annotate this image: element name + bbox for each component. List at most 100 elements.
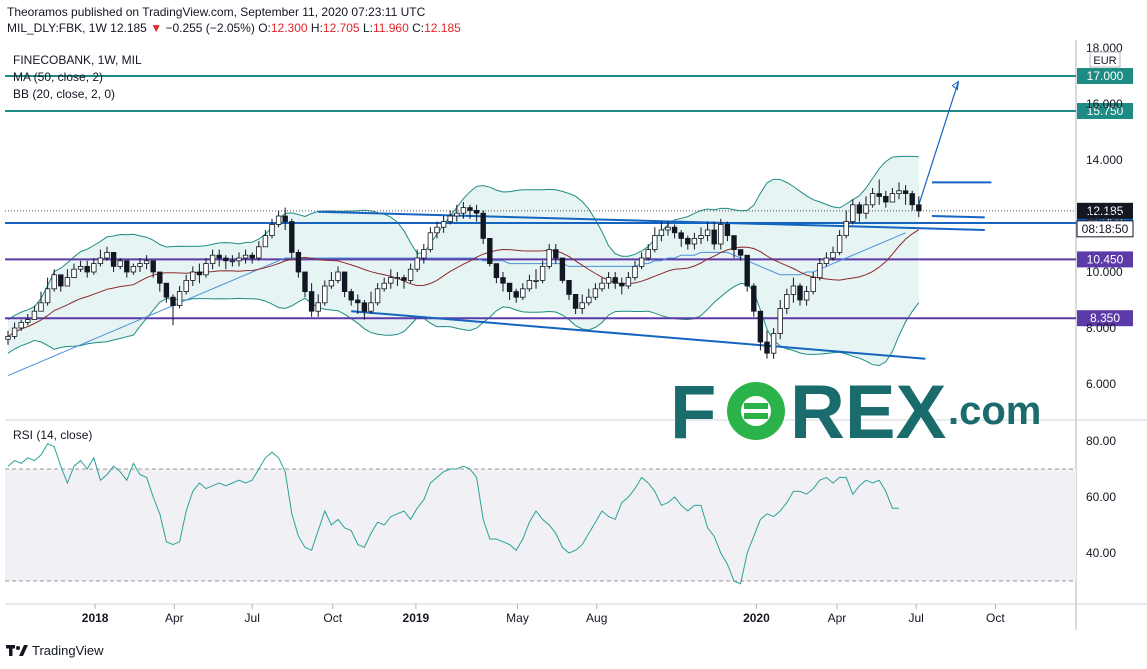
candle-body: [691, 237, 698, 245]
legend-bb[interactable]: BB (20, close, 2, 0): [13, 87, 116, 101]
candle-body: [652, 235, 658, 251]
forex-logo-rex: REX: [790, 374, 947, 444]
candle-body: [592, 288, 599, 298]
candle-body: [869, 193, 876, 206]
candle-body: [401, 277, 407, 281]
candle-body: [546, 249, 552, 267]
candle-body: [38, 302, 44, 312]
legend-rsi[interactable]: RSI (14, close): [13, 428, 93, 442]
publish-info: Theoramos published on TradingView.com, …: [7, 5, 426, 19]
forex-logo: F REX .com: [670, 374, 1041, 444]
candle-body: [97, 257, 104, 264]
candle-body: [117, 260, 123, 267]
candle-body: [440, 221, 447, 228]
candle-body: [130, 265, 137, 273]
rsi-line: [7, 443, 899, 585]
level-label: 8.350: [1090, 311, 1120, 325]
time-tick: May: [506, 611, 529, 625]
axes: 6.0008.00010.00012.00014.00016.00018.000…: [82, 41, 1123, 625]
level-label: 10.450: [1087, 252, 1124, 266]
rsi-band-fill: [5, 469, 1076, 581]
forex-logo-o-hole: [741, 396, 771, 426]
candle-body: [44, 288, 51, 304]
candle-body: [157, 271, 163, 284]
candle-body: [916, 204, 922, 212]
candle-body: [374, 288, 381, 304]
candle-body: [784, 293, 790, 309]
candle-body: [11, 327, 18, 337]
countdown-label: 08:18:50: [1082, 222, 1129, 236]
candle-body: [619, 282, 625, 287]
candle-body: [658, 229, 665, 236]
time-tick: Oct: [986, 611, 1005, 625]
candle-body: [625, 277, 632, 287]
bollinger-bands: [7, 155, 920, 367]
candle-body: [850, 204, 856, 223]
candle-body: [612, 277, 618, 284]
candle-body: [361, 302, 368, 312]
time-tick: Jul: [245, 611, 260, 625]
price-tick: 12.000: [1086, 209, 1123, 223]
price-change: −0.255 (−2.05%): [165, 21, 255, 35]
candle-body: [5, 335, 11, 340]
candle-body: [757, 310, 764, 343]
candle-body: [559, 257, 566, 281]
legend-ma[interactable]: MA (50, close, 2): [13, 70, 104, 84]
candle-body: [605, 277, 612, 284]
rsi-tick: 60.00: [1086, 490, 1116, 504]
level-tag: [1077, 68, 1133, 84]
candle-body: [25, 319, 31, 323]
candle-body: [394, 277, 401, 280]
candle-body: [487, 237, 493, 264]
down-arrow-icon: ▼: [150, 21, 163, 35]
candle-body: [632, 265, 638, 278]
high-label: H:: [310, 21, 323, 35]
trendlines: [318, 80, 992, 360]
legend-title[interactable]: FINECOBANK, 1W, MIL: [13, 53, 142, 67]
candle-body: [71, 268, 77, 279]
close-label: C:: [412, 21, 425, 35]
candle-body: [473, 209, 480, 214]
candle-body: [718, 223, 724, 245]
tradingview-brand: TradingView: [32, 643, 104, 658]
candle-body: [579, 302, 585, 309]
candle-body: [454, 212, 460, 217]
candle-body: [770, 333, 777, 354]
candle-body: [335, 271, 341, 281]
candle-body: [671, 226, 678, 234]
tradingview-footer[interactable]: TradingView: [6, 643, 104, 658]
price-tick: 14.000: [1086, 153, 1123, 167]
trendline: [931, 215, 985, 219]
projection-arrow-head: [951, 80, 960, 91]
candle-body: [737, 249, 744, 256]
candle-body: [249, 254, 255, 259]
time-tick: Apr: [828, 611, 847, 625]
candle-body: [77, 265, 84, 270]
candle-body: [275, 215, 282, 225]
candle-body: [203, 263, 209, 276]
time-tick: Apr: [165, 611, 184, 625]
candle-body: [368, 302, 374, 312]
currency-box: [1089, 51, 1121, 68]
candle-body: [295, 251, 302, 273]
forex-logo-o-bar-top: [744, 403, 768, 409]
candle-body: [209, 254, 216, 264]
last-price-tag: [1077, 202, 1133, 219]
candle-body: [698, 235, 704, 239]
forex-logo-f: F: [670, 374, 716, 444]
candle-body: [810, 277, 816, 293]
candle-body: [236, 257, 242, 262]
candle-body: [513, 291, 519, 298]
low-label: L:: [362, 21, 373, 35]
bollinger-upper: [7, 155, 919, 321]
time-tick: 2018: [82, 611, 109, 625]
candle-body: [229, 260, 236, 263]
candle-body: [506, 282, 513, 293]
rsi-tick: 40.00: [1086, 546, 1116, 560]
candle-body: [500, 277, 506, 284]
candle-body: [724, 223, 731, 236]
candle-body: [493, 263, 500, 279]
candle-body: [289, 221, 295, 253]
candle-body: [262, 235, 269, 248]
